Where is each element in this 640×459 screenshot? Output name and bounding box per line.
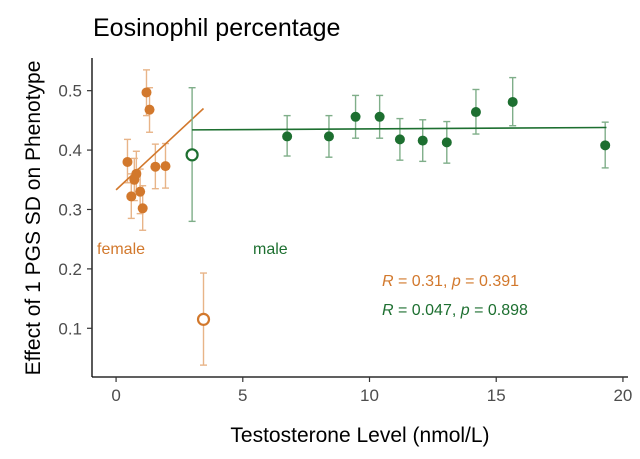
x-tick-label: 0 — [111, 386, 120, 405]
female-data-point — [131, 168, 142, 179]
male-data-point — [417, 135, 428, 146]
male-regression-line — [192, 126, 607, 131]
female-data-point — [144, 104, 155, 115]
female-data-point — [122, 156, 133, 167]
male-data-point — [600, 140, 611, 151]
female-regression-line — [115, 107, 205, 191]
x-tick-label: 20 — [613, 386, 632, 405]
male-correlation-label: R = 0.047, p = 0.898 — [382, 302, 528, 319]
x-tick-label: 15 — [487, 386, 506, 405]
female-data-point — [126, 191, 137, 202]
female-group-label: female — [97, 241, 145, 258]
male-data-point — [507, 96, 518, 107]
male-data-point — [350, 111, 361, 122]
female-data-point — [141, 87, 152, 98]
y-tick-label: 0.2 — [58, 260, 82, 279]
male-data-point — [374, 111, 385, 122]
y-tick-label: 0.5 — [58, 82, 82, 101]
male-data-point — [323, 131, 334, 142]
y-tick-label: 0.3 — [58, 200, 82, 219]
x-tick-label: 5 — [238, 386, 247, 405]
female-data-point — [150, 161, 161, 172]
male-data-point — [441, 137, 452, 148]
x-axis-title: Testosterone Level (nmol/L) — [230, 424, 489, 447]
female-correlation-label: R = 0.31, p = 0.391 — [382, 273, 519, 290]
x-tick-label: 10 — [360, 386, 379, 405]
y-axis-ticks: 0.1 0.2 0.3 0.4 0.5 — [58, 82, 92, 338]
female-data-point — [137, 203, 148, 214]
male-data-point — [394, 134, 405, 145]
chart-title: Eosinophil percentage — [93, 14, 340, 42]
female-outlier-point — [196, 312, 211, 326]
male-outlier-point — [185, 148, 199, 162]
male-data-point — [470, 107, 481, 118]
plot-marks — [115, 69, 611, 366]
female-data-point — [135, 186, 146, 197]
male-group-label: male — [253, 241, 288, 258]
x-axis-ticks: 0 5 10 15 20 — [111, 377, 632, 405]
y-tick-label: 0.1 — [58, 319, 82, 338]
female-data-point — [160, 161, 171, 172]
y-axis-title: Effect of 1 PGS SD on Phenotype — [22, 61, 45, 376]
y-tick-label: 0.4 — [58, 141, 82, 160]
male-data-point — [282, 131, 293, 142]
